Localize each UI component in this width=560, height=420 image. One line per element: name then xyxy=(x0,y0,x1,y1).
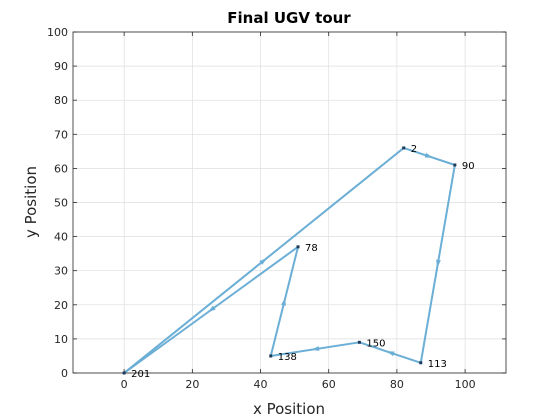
tour-node-marker xyxy=(402,146,406,150)
axis-ticks: 0 20 40 60 80 100 0 10 20 30 40 50 60 70 80 90 100 xyxy=(47,26,506,391)
y-tick-label: 70 xyxy=(54,128,68,141)
y-tick-label: 60 xyxy=(54,162,68,175)
tour-node-marker xyxy=(296,245,300,249)
y-tick-label: 10 xyxy=(54,333,68,346)
y-tick-label: 20 xyxy=(54,299,68,312)
y-tick-label: 50 xyxy=(54,197,68,210)
x-tick-label: 40 xyxy=(254,378,268,391)
tour-node-label: 2 xyxy=(411,144,417,155)
direction-arrow xyxy=(436,259,441,268)
direction-arrow xyxy=(259,257,268,265)
y-tick-label: 80 xyxy=(54,94,68,107)
direction-arrow xyxy=(207,305,216,313)
x-tick-label: 80 xyxy=(390,378,404,391)
tour-node-marker xyxy=(419,361,423,365)
x-tick-label: 20 xyxy=(185,378,199,391)
chart-title: Final UGV tour xyxy=(227,9,351,27)
tour-node-label: 78 xyxy=(305,243,318,254)
y-tick-label: 30 xyxy=(54,265,68,278)
y-tick-label: 90 xyxy=(54,60,68,73)
tour-node-label: 150 xyxy=(366,338,385,349)
x-tick-label: 0 xyxy=(121,378,128,391)
tour-node-marker xyxy=(122,371,126,375)
tour-node-label: 138 xyxy=(278,352,297,363)
tour-node-label: 90 xyxy=(462,161,475,172)
direction-arrow xyxy=(281,297,286,306)
tour-path xyxy=(123,146,456,374)
direction-arrow xyxy=(311,346,320,351)
tour-node-marker xyxy=(453,163,457,167)
tour-node-label: 113 xyxy=(428,359,447,370)
tour-node-label: 201 xyxy=(131,369,150,380)
grid xyxy=(73,31,506,374)
direction-arrow xyxy=(386,351,395,357)
x-tick-label: 60 xyxy=(322,378,336,391)
y-tick-label: 0 xyxy=(61,367,68,380)
tour-node-marker xyxy=(269,354,273,358)
y-axis-label: y Position xyxy=(22,166,40,238)
tour-nodes: 201 2 90 113 150 138 78 xyxy=(122,144,475,380)
y-tick-label: 100 xyxy=(47,26,68,39)
tour-node-marker xyxy=(357,340,361,344)
direction-arrow xyxy=(424,152,434,158)
x-axis-label: x Position xyxy=(253,400,325,418)
y-tick-label: 40 xyxy=(54,231,68,244)
x-tick-label: 100 xyxy=(455,378,476,391)
